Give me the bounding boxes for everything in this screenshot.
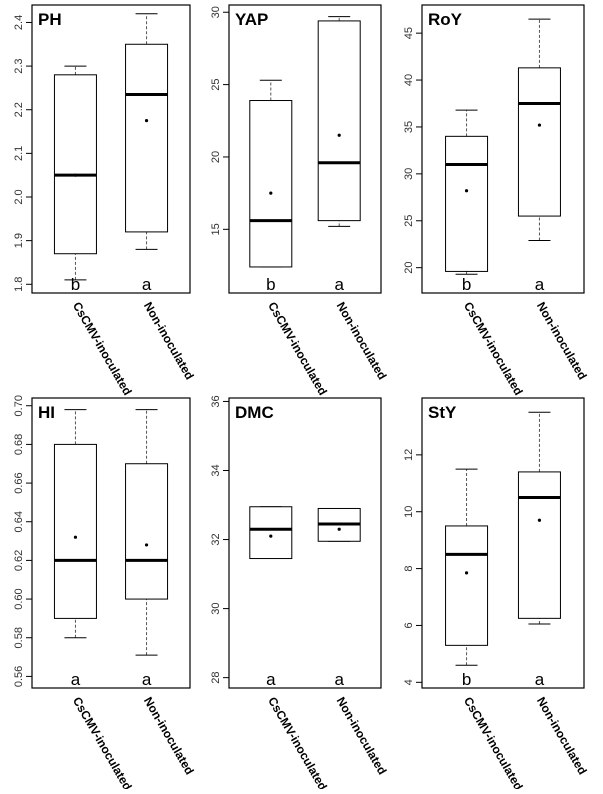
mean-point bbox=[73, 173, 78, 177]
category-label: Non-inoculated bbox=[141, 695, 197, 778]
y-tick-label: 30 bbox=[210, 602, 222, 614]
significance-letter: a bbox=[535, 275, 545, 294]
panel-frame bbox=[31, 4, 191, 294]
y-tick-label: 0.62 bbox=[13, 550, 25, 571]
panel-title: StY bbox=[428, 403, 457, 422]
mean-point bbox=[269, 534, 273, 538]
y-tick-label: 30 bbox=[210, 6, 222, 18]
category-label: Non-inoculated bbox=[534, 300, 590, 383]
significance-letter: a bbox=[266, 670, 276, 689]
y-tick-label: 1.9 bbox=[13, 233, 25, 248]
panel-title: DMC bbox=[235, 403, 274, 422]
mean-point bbox=[537, 518, 542, 522]
category-label: CsCMV-inoculated bbox=[265, 695, 330, 790]
mean-point bbox=[337, 527, 341, 531]
mean-point bbox=[144, 543, 149, 547]
panel-frame bbox=[421, 397, 585, 689]
y-tick-label: 12 bbox=[403, 449, 415, 461]
mean-point bbox=[144, 119, 149, 123]
y-tick-label: 6 bbox=[403, 622, 415, 628]
mean-point bbox=[464, 571, 469, 575]
mean-point bbox=[269, 191, 273, 195]
y-tick-label: 2.0 bbox=[13, 189, 25, 204]
y-tick-label: 30 bbox=[403, 168, 415, 180]
significance-letter: a bbox=[142, 670, 152, 689]
y-tick-label: 34 bbox=[210, 464, 222, 476]
y-tick-label: 40 bbox=[403, 74, 415, 86]
box-iqr bbox=[53, 74, 97, 255]
box-iqr bbox=[125, 463, 169, 600]
category-label: CsCMV-inoculated bbox=[70, 695, 135, 790]
y-tick-label: 15 bbox=[210, 223, 222, 235]
category-label: Non-inoculated bbox=[141, 300, 197, 383]
panel-title: YAP bbox=[235, 10, 268, 29]
y-tick-label: 4 bbox=[403, 679, 415, 685]
category-label: CsCMV-inoculated bbox=[265, 300, 330, 398]
box-iqr bbox=[517, 67, 561, 217]
y-tick-label: 32 bbox=[210, 533, 222, 545]
y-tick-label: 10 bbox=[403, 506, 415, 518]
panel-title: PH bbox=[38, 10, 62, 29]
box-iqr bbox=[445, 525, 489, 646]
box-iqr bbox=[445, 135, 489, 272]
category-label: Non-inoculated bbox=[334, 695, 390, 778]
significance-letter: b bbox=[266, 275, 275, 294]
y-tick-label: 25 bbox=[210, 78, 222, 90]
mean-point bbox=[537, 123, 542, 127]
mean-point bbox=[464, 189, 469, 193]
y-tick-label: 2.4 bbox=[13, 15, 25, 30]
significance-letter: a bbox=[71, 670, 81, 689]
y-tick-label: 25 bbox=[403, 215, 415, 227]
y-tick-label: 0.60 bbox=[13, 588, 25, 609]
significance-letter: a bbox=[334, 670, 344, 689]
significance-letter: a bbox=[535, 670, 545, 689]
y-tick-label: 20 bbox=[403, 262, 415, 274]
panel-title: RoY bbox=[428, 10, 463, 29]
box-iqr bbox=[249, 100, 293, 268]
box-iqr bbox=[317, 20, 361, 222]
panel-frame bbox=[228, 4, 382, 294]
y-tick-label: 20 bbox=[210, 151, 222, 163]
y-tick-label: 0.68 bbox=[13, 434, 25, 455]
category-label: CsCMV-inoculated bbox=[461, 695, 526, 790]
y-tick-label: 0.56 bbox=[13, 666, 25, 687]
y-tick-label: 0.64 bbox=[13, 511, 25, 532]
box-iqr bbox=[517, 471, 561, 619]
y-tick-label: 8 bbox=[403, 566, 415, 572]
box-iqr bbox=[125, 43, 169, 233]
significance-letter: b bbox=[462, 275, 471, 294]
y-tick-label: 0.70 bbox=[13, 395, 25, 416]
y-tick-label: 1.8 bbox=[13, 277, 25, 292]
category-label: CsCMV-inoculated bbox=[70, 300, 135, 398]
y-tick-label: 2.2 bbox=[13, 102, 25, 117]
y-tick-label: 0.66 bbox=[13, 472, 25, 493]
panel-frame bbox=[228, 397, 382, 689]
box-iqr bbox=[53, 443, 97, 619]
category-label: CsCMV-inoculated bbox=[461, 300, 526, 398]
y-tick-label: 2.1 bbox=[13, 146, 25, 161]
y-tick-label: 2.3 bbox=[13, 58, 25, 73]
y-tick-label: 0.58 bbox=[13, 627, 25, 648]
panel-frame bbox=[421, 4, 585, 294]
mean-point bbox=[73, 535, 78, 539]
significance-letter: b bbox=[71, 275, 80, 294]
category-label: Non-inoculated bbox=[534, 695, 590, 778]
panel-frame bbox=[31, 397, 191, 689]
y-tick-label: 35 bbox=[403, 121, 415, 133]
y-tick-label: 28 bbox=[210, 672, 222, 684]
y-tick-label: 45 bbox=[403, 27, 415, 39]
significance-letter: a bbox=[334, 275, 344, 294]
category-label: Non-inoculated bbox=[334, 300, 390, 383]
box-iqr bbox=[249, 506, 293, 560]
y-tick-label: 36 bbox=[210, 395, 222, 407]
panel-title: HI bbox=[38, 403, 55, 422]
mean-point bbox=[337, 133, 341, 137]
significance-letter: a bbox=[142, 275, 152, 294]
significance-letter: b bbox=[462, 670, 471, 689]
